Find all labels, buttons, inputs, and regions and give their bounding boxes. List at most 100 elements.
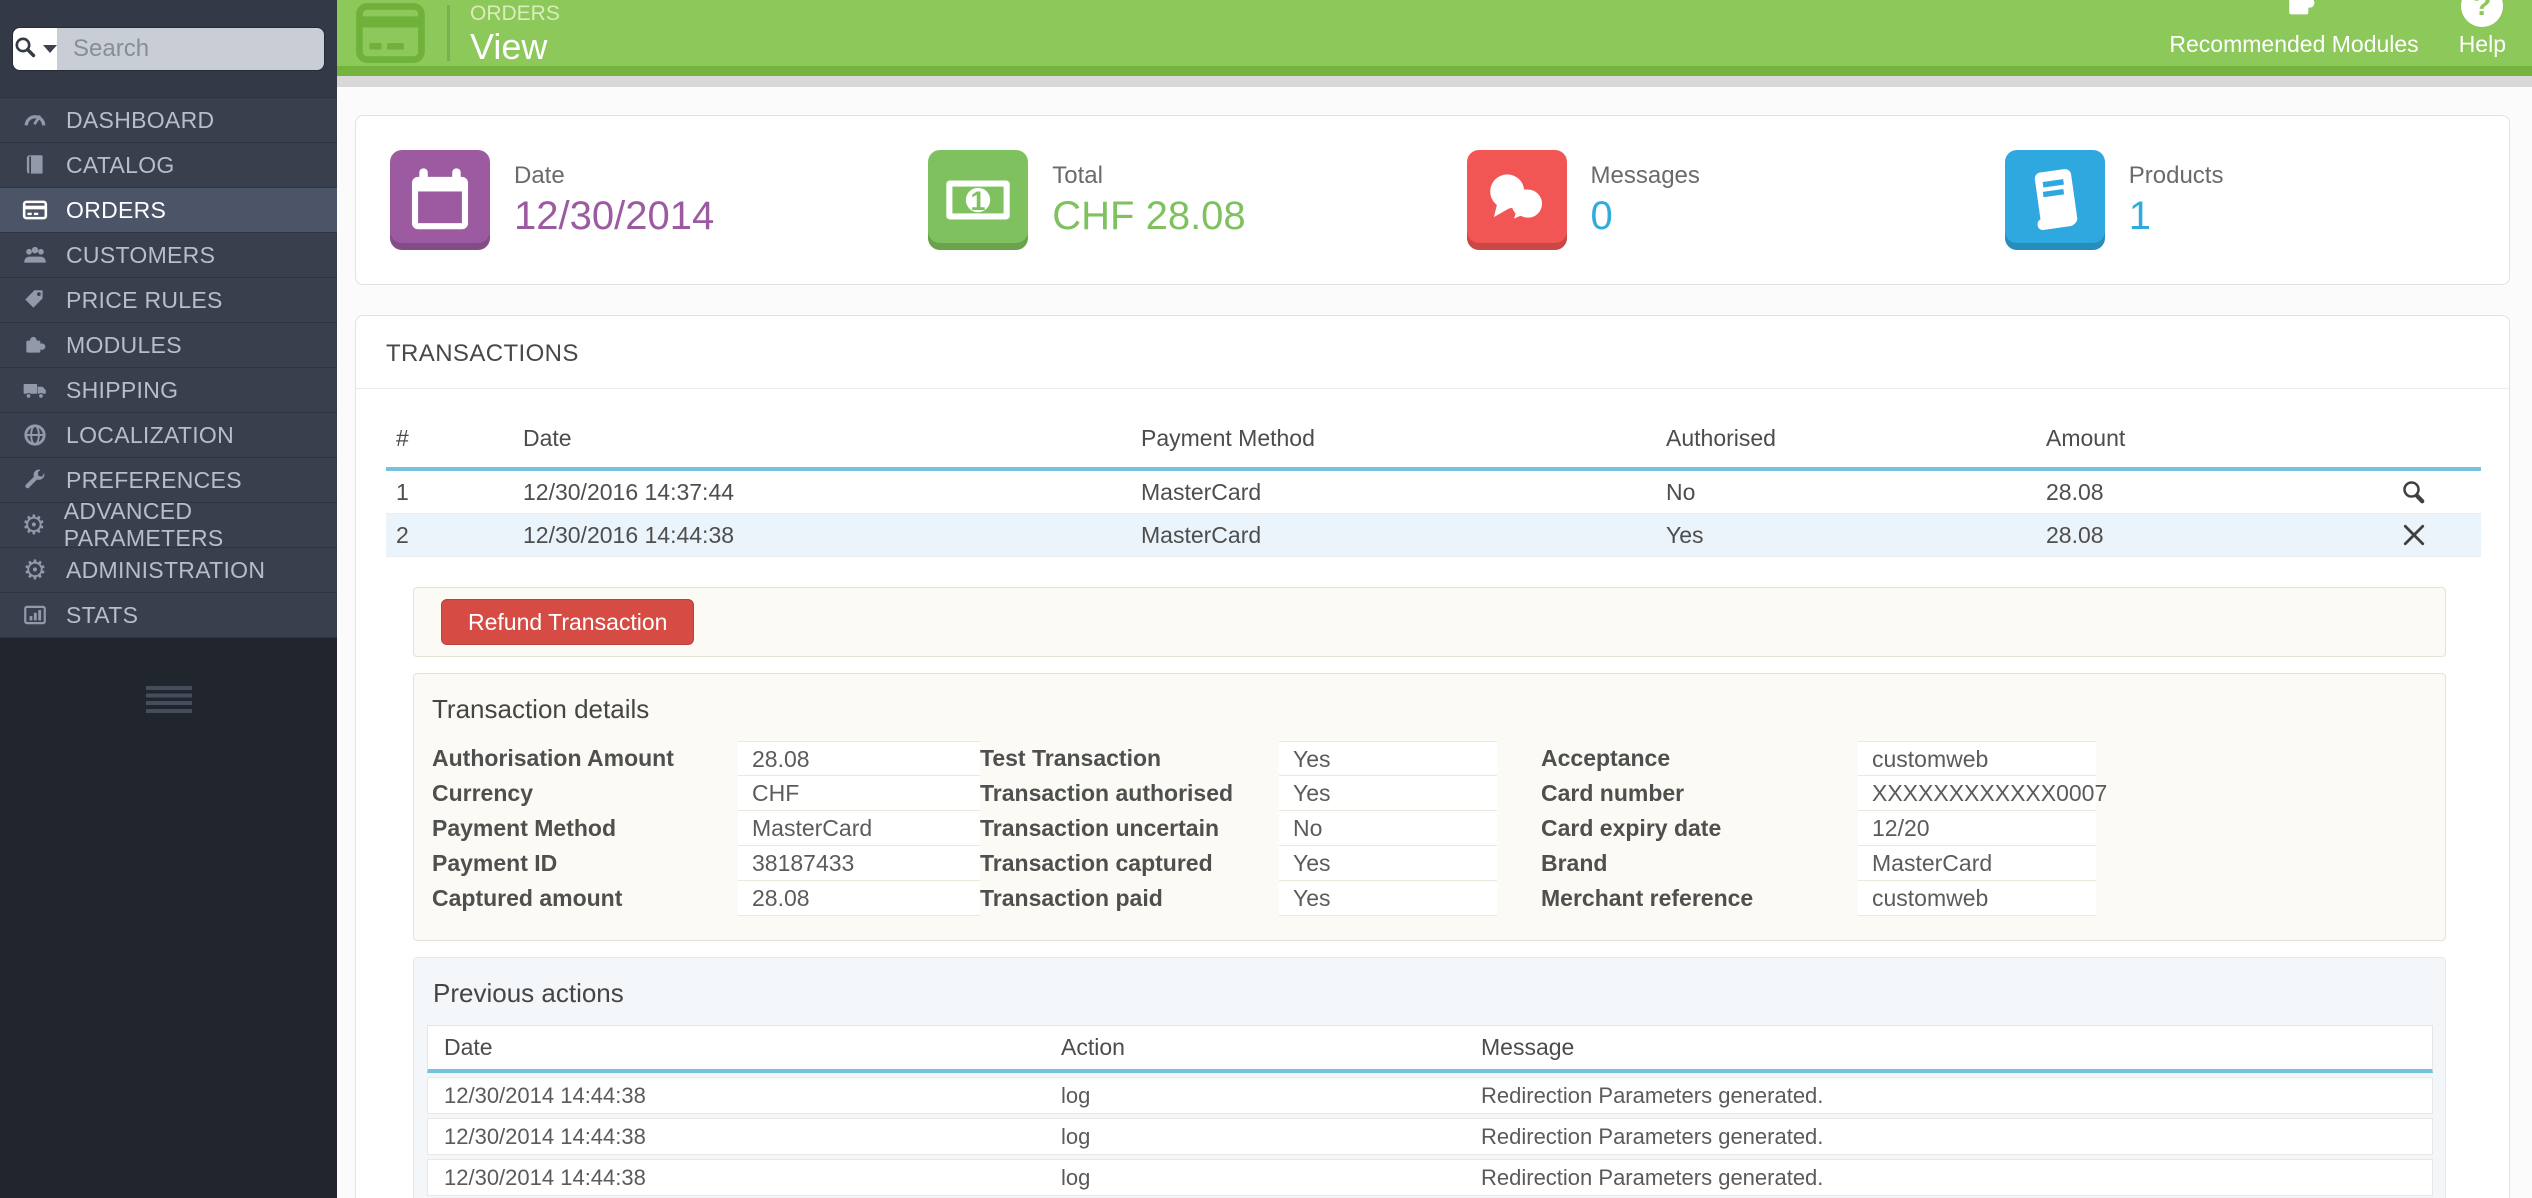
- search-input[interactable]: [57, 27, 324, 70]
- detail-label: Card number: [1541, 780, 1685, 806]
- sidebar-menu: DASHBOARD CATALOG ORDERS CUSTOMERS PRICE…: [0, 97, 337, 638]
- sidebar-footer: [0, 638, 337, 1198]
- cell-date: 12/30/2014 14:44:38: [427, 1159, 1045, 1196]
- card-label: Products: [2128, 161, 2224, 189]
- sidebar-item-advanced-parameters[interactable]: ⚙ ADVANCED PARAMETERS: [0, 498, 337, 551]
- search-box: [12, 26, 325, 71]
- card-value: 12/30/2014: [514, 193, 715, 238]
- help-button[interactable]: ? Help: [2459, 0, 2506, 58]
- sidebar-item-label: ORDERS: [66, 196, 167, 223]
- transaction-details-box: Transaction details Authorisation Amount…: [413, 673, 2446, 941]
- calendar-icon: [390, 150, 490, 250]
- column-header-authorised: Authorised: [1656, 409, 2036, 471]
- products-card: Products 1: [1971, 150, 2509, 250]
- cell-date: 12/30/2016 14:37:44: [513, 471, 1131, 514]
- previous-actions-title: Previous actions: [433, 978, 624, 1008]
- transaction-details-title: Transaction details: [432, 694, 650, 724]
- detail-value: 38187433: [738, 846, 980, 881]
- refund-transaction-button[interactable]: Refund Transaction: [441, 599, 695, 645]
- cell-amount: 28.08: [2036, 514, 2346, 557]
- cell-date: 12/30/2014 14:44:38: [427, 1077, 1045, 1114]
- detail-value: customweb: [1858, 881, 2096, 916]
- sidebar-item-catalog[interactable]: CATALOG: [0, 143, 337, 188]
- puzzle-icon: [20, 332, 50, 358]
- cell-num: 2: [386, 514, 513, 557]
- detail-value: MasterCard: [1858, 846, 2096, 881]
- sidebar-item-customers[interactable]: CUSTOMERS: [0, 233, 337, 278]
- detail-label: Transaction paid: [980, 885, 1163, 911]
- main-area: ORDERS View Recommended Modules ? Help: [337, 0, 2532, 1198]
- card-value: CHF 28.08: [1052, 193, 1246, 238]
- cell-action: log: [1045, 1077, 1465, 1114]
- search-icon: [13, 35, 37, 62]
- cell-method: MasterCard: [1131, 514, 1656, 557]
- sidebar-item-label: ADMINISTRATION: [66, 556, 266, 583]
- sidebar-item-modules[interactable]: MODULES: [0, 323, 337, 368]
- globe-icon: [20, 422, 50, 448]
- transactions-panel: TRANSACTIONS # Date Payment Method Autho…: [355, 315, 2510, 1198]
- close-transaction-icon[interactable]: [2346, 514, 2481, 557]
- detail-value: 12/20: [1858, 811, 2096, 846]
- search-scope-button[interactable]: [13, 27, 57, 70]
- refund-box: Refund Transaction: [413, 587, 2446, 657]
- sidebar-item-label: LOCALIZATION: [66, 421, 235, 448]
- transaction-details-grid: Authorisation Amount 28.08 Test Transact…: [432, 741, 2445, 916]
- cell-authorised: No: [1656, 471, 2036, 514]
- detail-value: MasterCard: [738, 811, 980, 846]
- card-label: Total: [1052, 161, 1103, 189]
- sidebar-item-stats[interactable]: STATS: [0, 593, 337, 638]
- cell-num: 1: [386, 471, 513, 514]
- sidebar-item-label: PREFERENCES: [66, 466, 242, 493]
- card-value: 1: [2128, 193, 2151, 238]
- detail-value: CHF: [738, 776, 980, 811]
- truck-icon: [20, 377, 50, 403]
- sidebar-item-preferences[interactable]: PREFERENCES: [0, 458, 337, 503]
- detail-label: Test Transaction: [980, 745, 1162, 771]
- view-transaction-icon[interactable]: [2346, 471, 2481, 514]
- detail-value: Yes: [1279, 776, 1497, 811]
- orders-credit-card-icon: [355, 2, 429, 64]
- order-summary-panel: Date 12/30/2014 1 Total CHF 28.08: [355, 115, 2510, 285]
- sidebar-item-administration[interactable]: ⚙ ADMINISTRATION: [0, 548, 337, 593]
- cell-authorised: Yes: [1656, 514, 2036, 557]
- puzzle-icon: [2271, 0, 2317, 27]
- recommended-modules-button[interactable]: Recommended Modules: [2169, 0, 2419, 58]
- detail-label: Authorisation Amount: [432, 745, 674, 771]
- detail-value: 28.08: [738, 741, 980, 776]
- help-label: Help: [2458, 31, 2506, 57]
- sidebar-item-shipping[interactable]: SHIPPING: [0, 368, 337, 413]
- total-card: 1 Total CHF 28.08: [894, 150, 1432, 250]
- cell-action: log: [1045, 1118, 1465, 1155]
- users-icon: [20, 242, 50, 268]
- detail-label: Currency: [432, 780, 533, 806]
- banknote-icon: 1: [928, 150, 1029, 250]
- detail-label: Payment ID: [432, 850, 558, 876]
- cell-method: MasterCard: [1131, 471, 1656, 514]
- cell-message: Redirection Parameters generated.: [1465, 1077, 2433, 1114]
- svg-text:1: 1: [971, 186, 986, 216]
- detail-label: Captured amount: [432, 885, 623, 911]
- detail-label: Brand: [1541, 850, 1608, 876]
- detail-value: No: [1279, 811, 1497, 846]
- column-header-actions: [2346, 409, 2481, 471]
- header-divider: [447, 5, 450, 61]
- sidebar-item-price-rules[interactable]: PRICE RULES: [0, 278, 337, 323]
- page-header-actions: Recommended Modules ? Help: [2169, 0, 2506, 66]
- book-icon: [20, 152, 50, 178]
- sidebar: DASHBOARD CATALOG ORDERS CUSTOMERS PRICE…: [0, 0, 337, 1198]
- column-header-date: Date: [513, 409, 1131, 471]
- column-header-date: Date: [427, 1025, 1045, 1073]
- transactions-panel-title: TRANSACTIONS: [356, 316, 2509, 389]
- column-header-amount: Amount: [2036, 409, 2346, 471]
- detail-value: Yes: [1279, 846, 1497, 881]
- page-header: ORDERS View Recommended Modules ? Help: [337, 0, 2532, 76]
- chevron-down-icon: [43, 44, 57, 53]
- sidebar-item-dashboard[interactable]: DASHBOARD: [0, 98, 337, 143]
- column-header-message: Message: [1465, 1025, 2433, 1073]
- collapse-sidebar-icon[interactable]: [145, 686, 192, 713]
- sidebar-item-orders[interactable]: ORDERS: [0, 188, 337, 233]
- bar-chart-icon: [20, 602, 50, 628]
- sidebar-item-localization[interactable]: LOCALIZATION: [0, 413, 337, 458]
- sidebar-item-label: ADVANCED PARAMETERS: [63, 498, 224, 551]
- detail-value: customweb: [1858, 741, 2096, 776]
